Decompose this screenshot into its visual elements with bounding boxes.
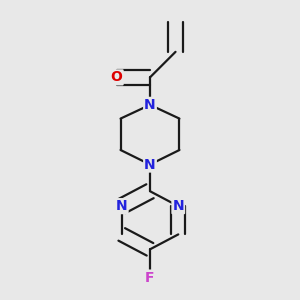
Text: N: N — [172, 199, 184, 213]
Text: O: O — [111, 70, 123, 84]
Text: N: N — [144, 98, 156, 112]
Text: N: N — [116, 199, 127, 213]
Text: N: N — [144, 158, 156, 172]
Text: F: F — [145, 271, 155, 285]
